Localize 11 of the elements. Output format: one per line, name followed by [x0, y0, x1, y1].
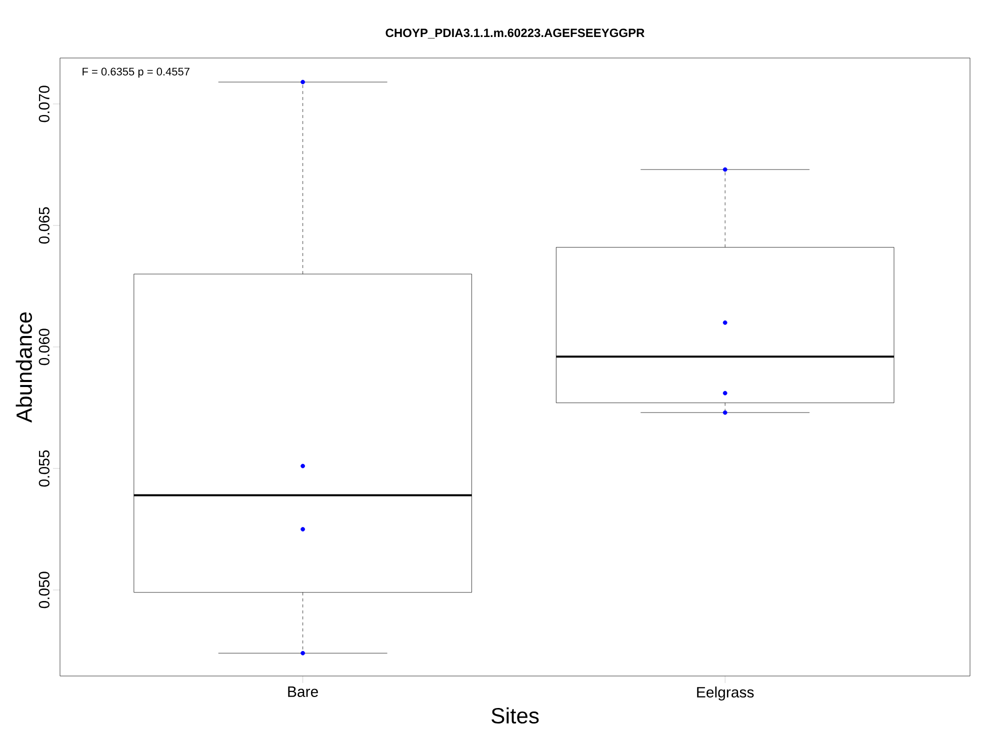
y-tick-label: 0.065: [38, 207, 50, 244]
x-axis-title: Sites: [492, 707, 539, 724]
y-axis-title: Abundance: [16, 312, 32, 423]
annotation: F = 0.6355 p = 0.4557: [82, 68, 190, 78]
x-tick-label: Eelgrass: [697, 686, 754, 701]
y-tick-label: 0.070: [38, 86, 50, 122]
x-tick-label: Bare: [288, 686, 318, 697]
y-tick-label: 0.050: [38, 572, 50, 608]
y-tick-label: 0.055: [38, 450, 50, 487]
chart-title: CHOYP_PDIA3.1.1.m.60223.AGEFSEEYGGPR: [386, 28, 644, 38]
y-tick-label: 0.060: [38, 328, 50, 366]
